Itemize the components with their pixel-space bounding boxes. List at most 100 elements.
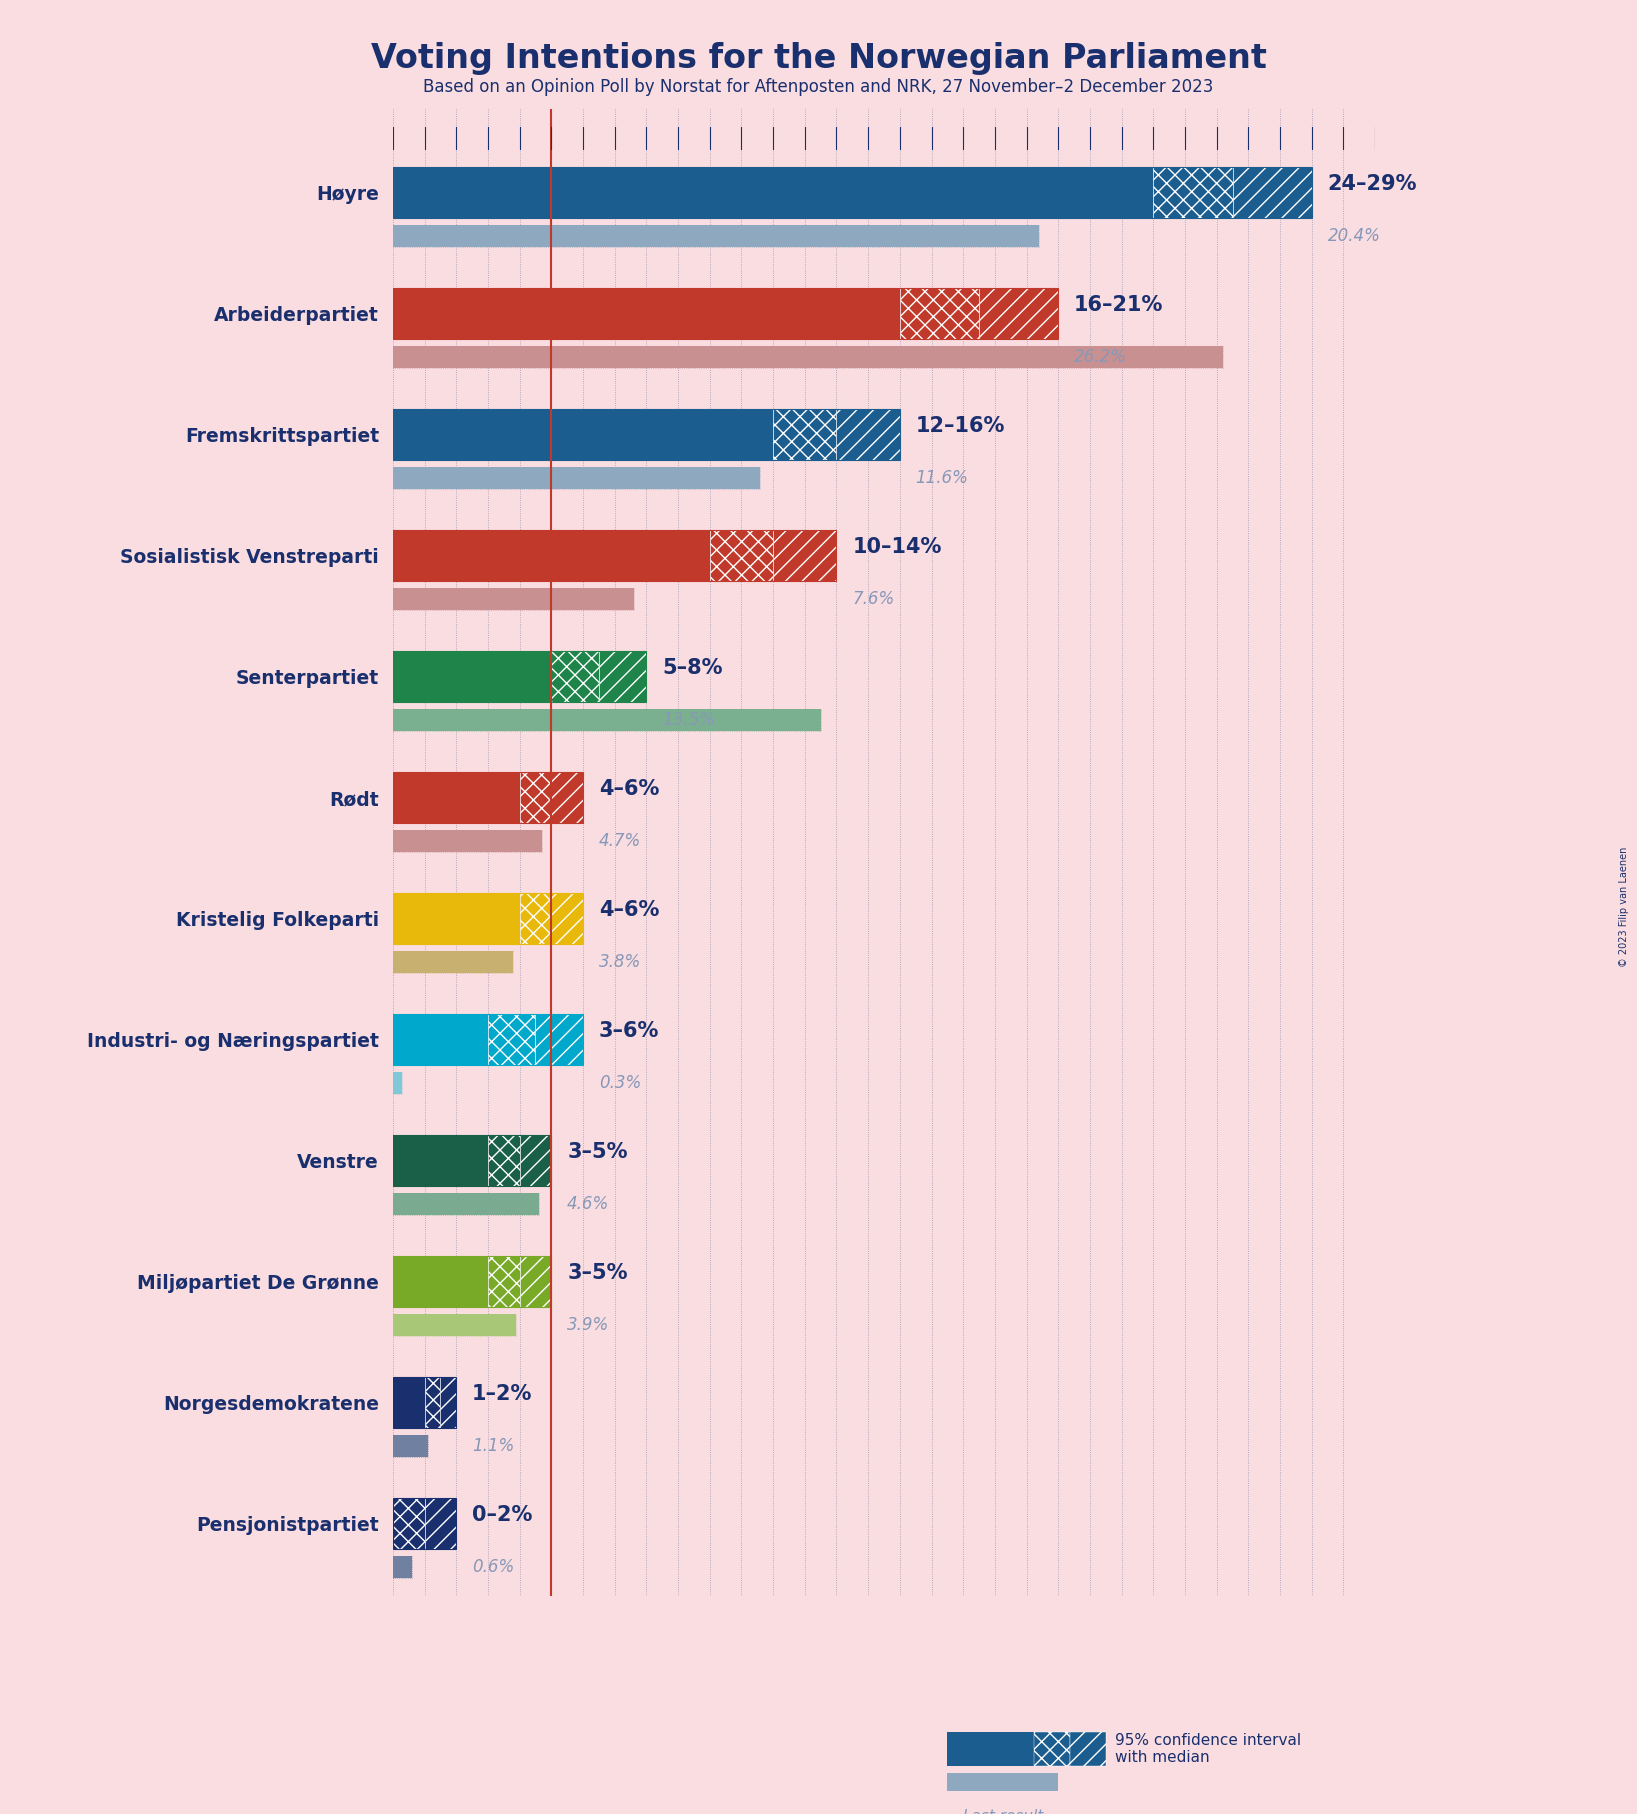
Bar [393,530,710,580]
Bar [393,1435,427,1457]
Bar [393,288,1058,339]
Text: 3–5%: 3–5% [566,1143,627,1163]
Bar [393,1072,403,1094]
Bar [837,408,900,459]
Bar [393,346,1223,368]
Text: 95% confidence interval
with median: 95% confidence interval with median [1115,1732,1301,1765]
Text: 13.5%: 13.5% [663,711,715,729]
Text: 11.6%: 11.6% [915,470,969,486]
Text: 7.6%: 7.6% [853,590,894,608]
Bar [393,651,552,702]
Bar [552,651,599,702]
Text: 24–29%: 24–29% [1328,174,1418,194]
Bar [393,831,542,853]
Bar [519,1257,552,1308]
Bar [393,288,900,339]
Bar [393,709,820,731]
Bar [948,1732,1035,1765]
Text: 0.3%: 0.3% [599,1074,642,1092]
Bar [1071,1732,1105,1765]
Bar [519,1136,552,1186]
Bar [773,408,837,459]
Bar [1035,1732,1071,1765]
Text: 3.9%: 3.9% [566,1317,609,1335]
Bar [488,1257,519,1308]
Bar [519,773,552,824]
Bar [393,1498,457,1549]
Bar [535,1014,583,1065]
Bar [393,225,1039,247]
Bar [393,1136,552,1186]
Bar [488,1014,535,1065]
Bar [393,346,1223,368]
Text: 12–16%: 12–16% [915,415,1005,435]
Bar [393,1556,413,1578]
Bar [393,773,583,824]
Bar [393,1556,413,1578]
Bar [393,1377,457,1428]
Bar [1154,167,1233,218]
Bar [393,651,647,702]
Bar [393,167,1154,218]
Bar [393,408,900,459]
Bar [440,1377,457,1428]
Bar [393,167,1311,218]
Text: 1.1%: 1.1% [471,1437,514,1455]
Bar [1233,167,1311,218]
Bar [979,288,1058,339]
Bar [393,1315,516,1337]
Bar [393,588,634,610]
Text: 20.4%: 20.4% [1328,227,1380,245]
Bar [393,951,514,972]
Bar [393,709,820,731]
Bar [393,1014,583,1065]
Text: 3.8%: 3.8% [599,952,642,970]
Bar [519,892,552,943]
Text: Last result: Last result [963,1809,1043,1814]
Bar [393,1194,539,1215]
Bar [393,1136,488,1186]
Text: 4.7%: 4.7% [599,833,642,851]
Bar [393,1072,403,1094]
Bar [393,831,542,853]
Bar [393,225,1039,247]
Text: 4.6%: 4.6% [566,1195,609,1214]
Bar [393,773,519,824]
Bar [552,892,583,943]
Bar [948,1772,1058,1790]
Bar [900,288,979,339]
Bar [488,1136,519,1186]
Text: 1–2%: 1–2% [471,1384,532,1404]
Text: 5–8%: 5–8% [663,658,722,678]
Bar [393,1498,424,1549]
Bar [773,530,837,580]
Text: 3–5%: 3–5% [566,1263,627,1282]
Bar [393,892,583,943]
Bar [552,773,583,824]
Bar [393,466,761,490]
Bar [599,651,647,702]
Bar [393,466,761,490]
Bar [393,1377,424,1428]
Text: © 2023 Filip van Laenen: © 2023 Filip van Laenen [1619,847,1629,967]
Bar [393,1435,427,1457]
Text: 3–6%: 3–6% [599,1021,660,1041]
Bar [393,1257,552,1308]
Bar [393,588,634,610]
Text: Voting Intentions for the Norwegian Parliament: Voting Intentions for the Norwegian Parl… [370,42,1267,74]
Bar [393,530,837,580]
Bar [393,1257,488,1308]
Text: 10–14%: 10–14% [853,537,941,557]
Text: 0.6%: 0.6% [471,1558,514,1576]
Bar [710,530,773,580]
Bar [393,408,773,459]
Bar [393,1014,488,1065]
Bar [424,1498,457,1549]
Text: 4–6%: 4–6% [599,778,660,798]
Text: Based on an Opinion Poll by Norstat for Aftenposten and NRK, 27 November–2 Decem: Based on an Opinion Poll by Norstat for … [424,78,1213,96]
Text: 0–2%: 0–2% [471,1506,532,1526]
Bar [393,1194,539,1215]
Bar [393,1315,516,1337]
Bar [424,1377,440,1428]
Text: 16–21%: 16–21% [1074,296,1164,316]
